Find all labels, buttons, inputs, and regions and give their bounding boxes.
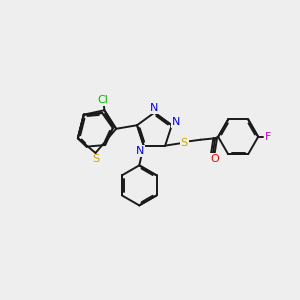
Text: N: N (150, 103, 159, 113)
Text: S: S (181, 138, 188, 148)
Text: N: N (172, 117, 180, 127)
Text: S: S (92, 154, 99, 164)
Text: F: F (264, 132, 271, 142)
Text: O: O (211, 154, 220, 164)
Text: N: N (136, 146, 144, 156)
Text: Cl: Cl (98, 95, 108, 105)
